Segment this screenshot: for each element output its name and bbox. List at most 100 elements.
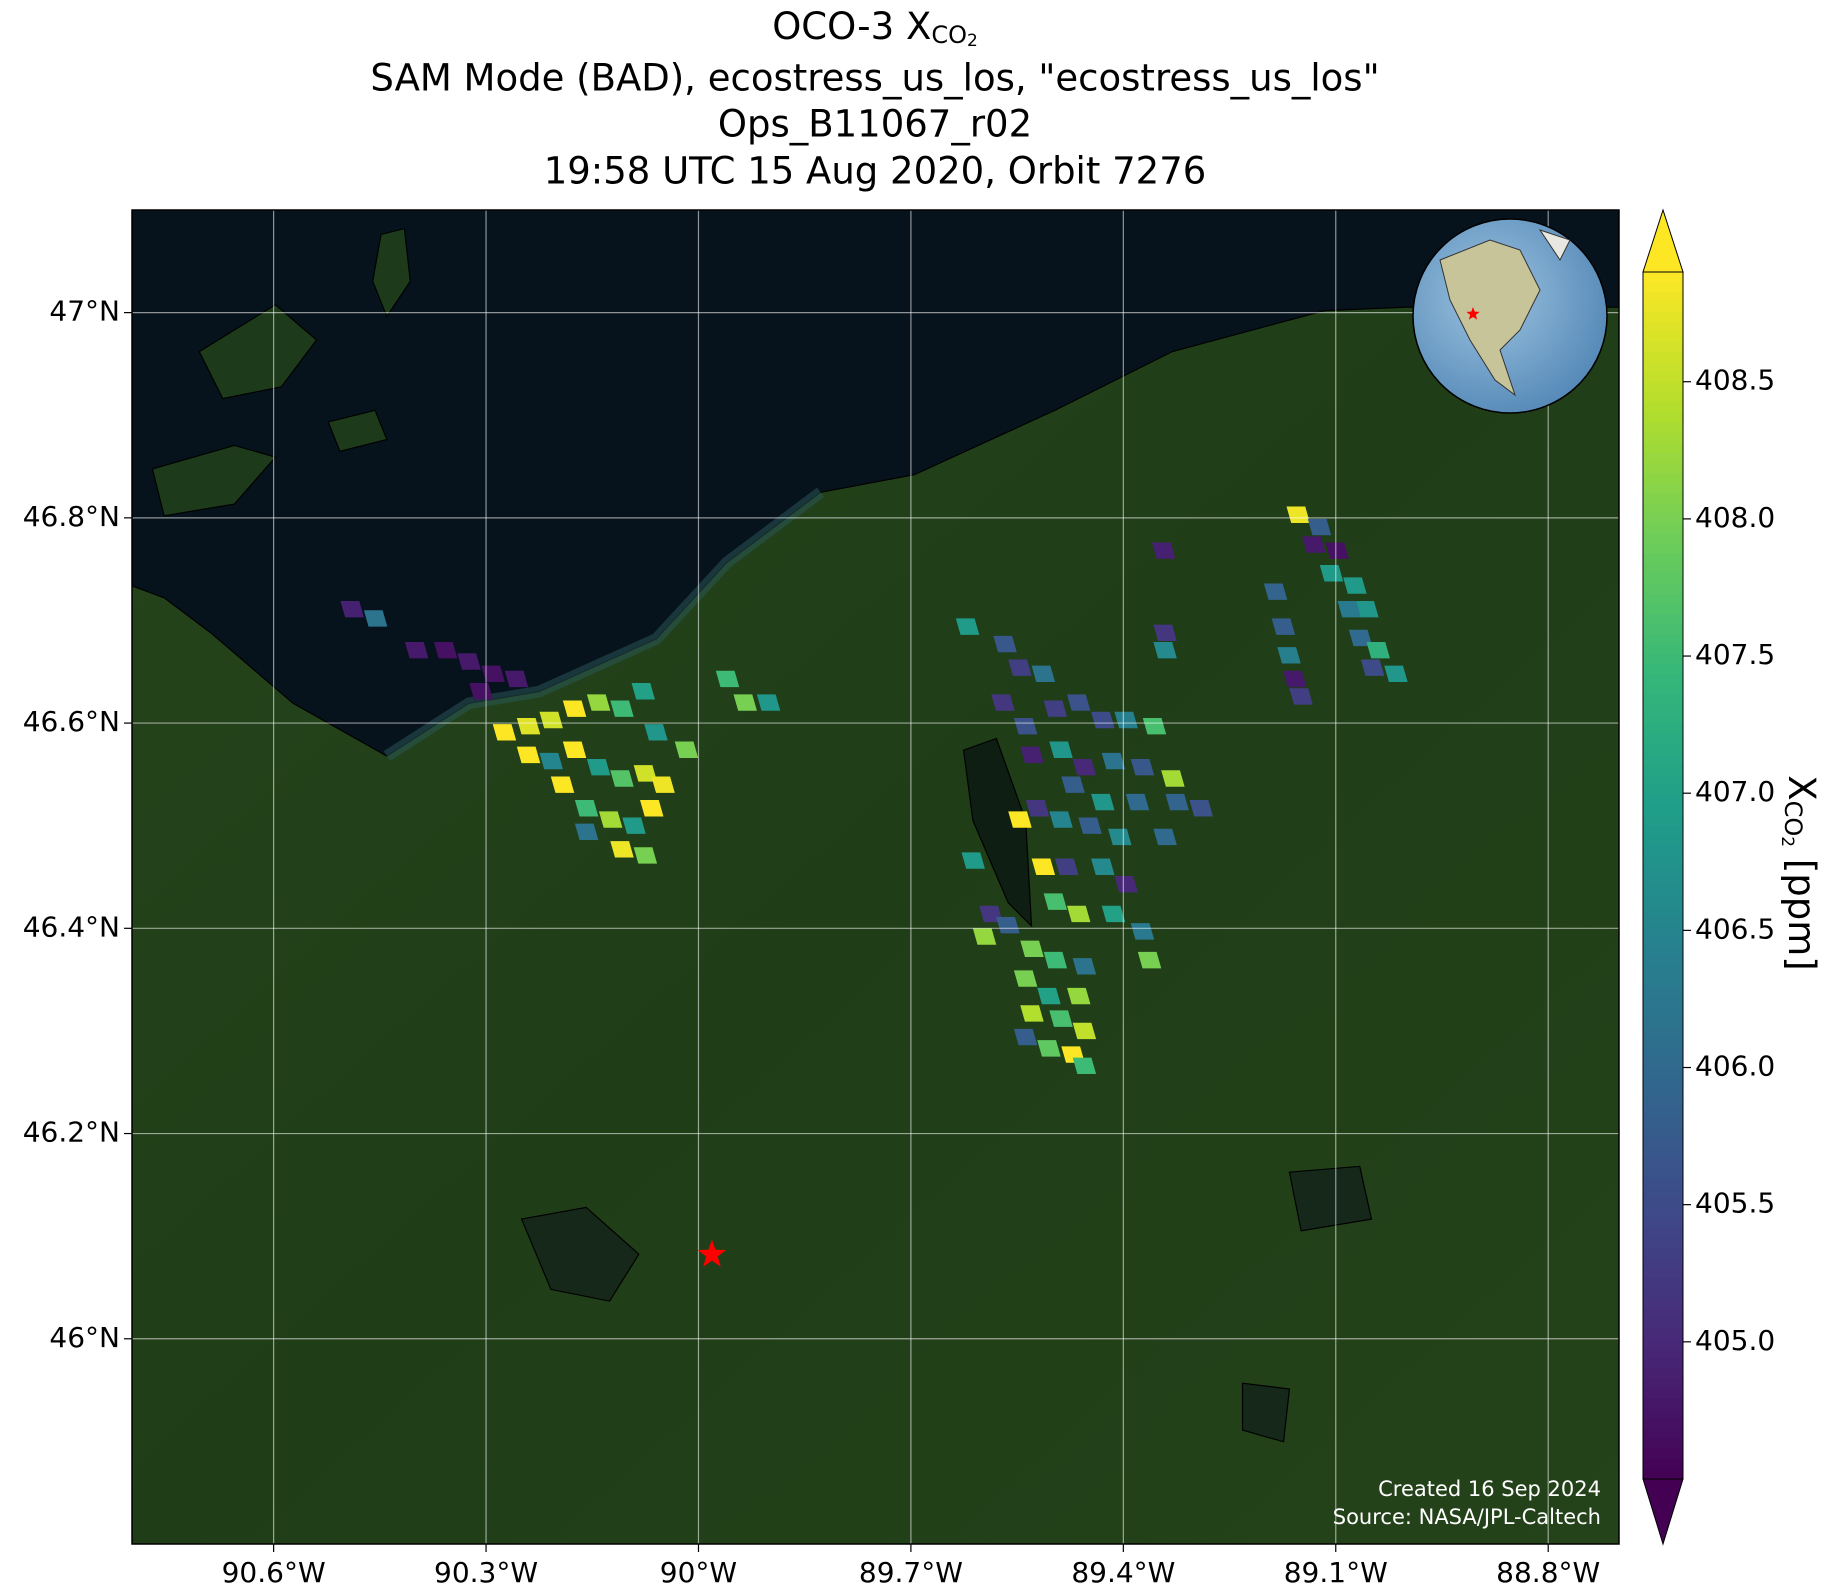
- colorbar-segment: [1643, 1287, 1683, 1299]
- colorbar-segment: [1643, 473, 1683, 484]
- colorbar-segment: [1643, 483, 1683, 494]
- footprint: [610, 841, 634, 858]
- footprint: [1348, 629, 1373, 647]
- colorbar-segment: [1643, 372, 1683, 384]
- footprint: [1049, 741, 1073, 758]
- colorbar-segment: [1643, 302, 1683, 313]
- colorbar-segment: [1643, 312, 1683, 323]
- footprint: [363, 610, 388, 627]
- footprint: [1013, 970, 1038, 987]
- colorbar-segment: [1643, 493, 1683, 504]
- title-subscript: CO: [931, 21, 967, 49]
- colorbar-segment: [1643, 945, 1683, 957]
- footprint: [1025, 800, 1050, 817]
- colorbar-segment: [1643, 362, 1683, 374]
- colorbar-segment: [1643, 754, 1683, 766]
- footprint: [1072, 758, 1097, 776]
- footprint: [674, 741, 699, 758]
- title-line: 19:58 UTC 15 Aug 2020, Orbit 7276: [544, 150, 1207, 193]
- colorbar-tick-label: 407.0: [1695, 775, 1775, 808]
- colorbar-segment: [1643, 1167, 1683, 1178]
- footprint: [433, 642, 458, 659]
- colorbar-tick-label: 406.0: [1695, 1050, 1775, 1083]
- footprint: [1072, 1057, 1097, 1075]
- colorbar-segment: [1643, 1197, 1683, 1209]
- colorbar-extend-max: [1642, 208, 1684, 273]
- colorbar-segment: [1643, 1428, 1683, 1440]
- footprint: [1043, 700, 1068, 717]
- colorbar-segment: [1643, 805, 1683, 816]
- footprint: [1319, 565, 1344, 582]
- map-frame: [131, 209, 1620, 1545]
- footprint: [1043, 951, 1068, 969]
- colorbar-segment: [1643, 332, 1683, 344]
- footprint: [651, 776, 675, 793]
- colorbar-segment: [1643, 523, 1683, 535]
- colorbar-segment: [1643, 1318, 1683, 1329]
- colorbar-segment: [1643, 815, 1683, 826]
- colorbar-segment: [1643, 292, 1683, 303]
- footprint: [1049, 811, 1073, 828]
- colorbar-segment: [1643, 1408, 1683, 1420]
- colorbar-segment: [1643, 513, 1683, 525]
- footprint: [1067, 905, 1091, 923]
- colorbar-segment: [1643, 664, 1683, 675]
- footprint: [1153, 624, 1177, 641]
- footprint: [1067, 694, 1091, 711]
- colorbar-segment: [1643, 1177, 1683, 1188]
- footprint: [1137, 951, 1162, 969]
- colorbar-segment: [1643, 613, 1683, 625]
- footprint-layer: [340, 506, 1408, 1075]
- colorbar-segment: [1643, 1338, 1683, 1349]
- colorbar-segment: [1643, 412, 1683, 424]
- footprint: [1355, 600, 1379, 618]
- cbar-label-suffix: [ppm]: [1781, 847, 1824, 971]
- footprint: [1061, 776, 1085, 793]
- footprint: [574, 823, 599, 841]
- footprint: [1049, 1010, 1073, 1027]
- colorbar-segment: [1643, 272, 1683, 283]
- footprint: [457, 653, 481, 670]
- colorbar: 405.0 405.5 406.0 406.5 407.0 407.5 408.0 408.5: [1642, 208, 1775, 1546]
- colorbar-segment: [1643, 905, 1683, 917]
- colorbar-segment: [1643, 895, 1683, 907]
- footprint: [756, 694, 781, 711]
- footprint: [481, 665, 505, 683]
- colorbar-segment: [1643, 1066, 1683, 1078]
- colorbar-segment: [1643, 875, 1683, 887]
- colorbar-segment: [1643, 1046, 1683, 1058]
- colorbar-segment: [1643, 1448, 1683, 1460]
- footprint: [622, 817, 646, 834]
- credit: Source: NASA/JPL-Caltech: [1333, 1505, 1601, 1529]
- y-tick-label: 46.2°N: [23, 1116, 120, 1149]
- colorbar-segment: [1643, 1378, 1683, 1390]
- footprint: [1020, 940, 1044, 958]
- colorbar-segment: [1643, 1116, 1683, 1128]
- footprint: [644, 724, 668, 741]
- basemap: [132, 210, 1619, 1544]
- footprint: [1130, 758, 1155, 776]
- cbar-label-subscript: CO: [1779, 801, 1807, 837]
- footprint: [1302, 536, 1326, 553]
- footprint: [469, 683, 493, 700]
- colorbar-segment: [1643, 1106, 1683, 1118]
- footprint: [1325, 542, 1349, 559]
- colorbar-segment: [1643, 915, 1683, 927]
- colorbar-segment: [1643, 382, 1683, 394]
- footprint: [492, 724, 517, 741]
- footprint: [586, 758, 611, 776]
- colorbar-segment: [1643, 1267, 1683, 1279]
- colorbar-segment: [1643, 1157, 1683, 1168]
- footprint: [1031, 858, 1056, 875]
- colorbar-segment: [1643, 1388, 1683, 1400]
- footprint: [1013, 1028, 1038, 1046]
- colorbar-segment: [1643, 694, 1683, 706]
- gridlines: [132, 210, 1619, 1544]
- footprint: [586, 694, 611, 711]
- colorbar-segment: [1643, 1308, 1683, 1319]
- colorbar-segment: [1643, 996, 1683, 1007]
- colorbar-segment: [1643, 734, 1683, 746]
- footprint: [991, 694, 1015, 711]
- colorbar-segment: [1643, 955, 1683, 967]
